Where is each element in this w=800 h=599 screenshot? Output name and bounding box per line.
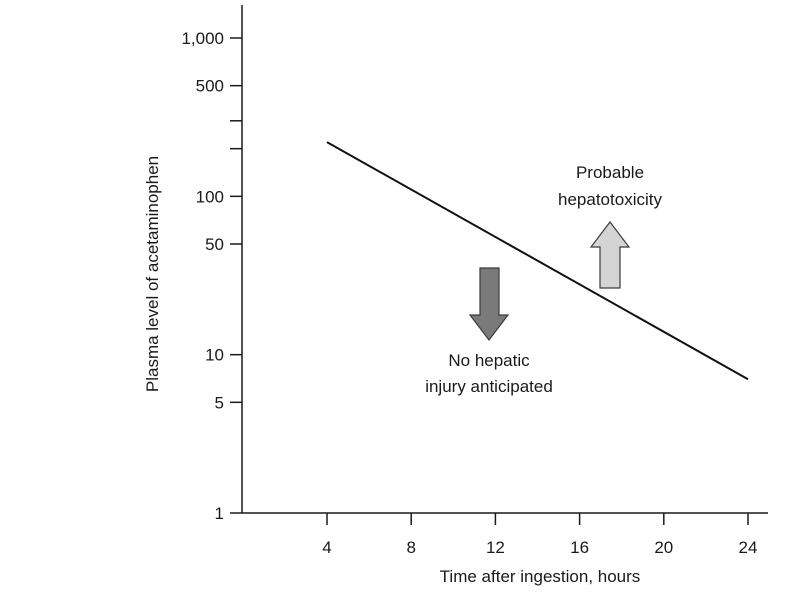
y-axis-label: Plasma level of acetaminophen <box>143 156 162 392</box>
x-axis-label: Time after ingestion, hours <box>440 567 641 586</box>
y-tick-label-500: 500 <box>196 77 224 96</box>
y-tick-label-1000: 1,000 <box>181 29 224 48</box>
y-ticks: 1 5 10 50 100 500 1,000 <box>181 29 242 523</box>
annotation-up-line-2: hepatotoxicity <box>558 190 662 209</box>
annotation-up-line-1: Probable <box>576 163 644 182</box>
annotation-no-hepatic-injury: No hepatic injury anticipated <box>425 267 553 396</box>
annotation-probable-hepatotoxicity: Probable hepatotoxicity <box>558 163 662 289</box>
up-arrow-icon <box>589 221 631 289</box>
annotation-down-line-1: No hepatic <box>448 351 530 370</box>
down-arrow-icon <box>468 267 510 341</box>
x-tick-label-8: 8 <box>406 538 415 557</box>
annotation-down-line-2: injury anticipated <box>425 377 553 396</box>
axes <box>241 5 768 514</box>
y-tick-label-5: 5 <box>215 393 224 412</box>
x-ticks: 4 8 12 16 20 24 <box>322 513 757 557</box>
y-tick-label-100: 100 <box>196 187 224 206</box>
x-tick-label-16: 16 <box>570 538 589 557</box>
y-tick-label-50: 50 <box>205 235 224 254</box>
series-layer <box>326 141 749 381</box>
x-tick-label-4: 4 <box>322 538 331 557</box>
y-tick-label-1: 1 <box>215 504 224 523</box>
series-line-0 <box>326 141 749 381</box>
x-tick-label-24: 24 <box>739 538 758 557</box>
y-tick-label-10: 10 <box>205 346 224 365</box>
x-tick-label-20: 20 <box>654 538 673 557</box>
x-tick-label-12: 12 <box>486 538 505 557</box>
